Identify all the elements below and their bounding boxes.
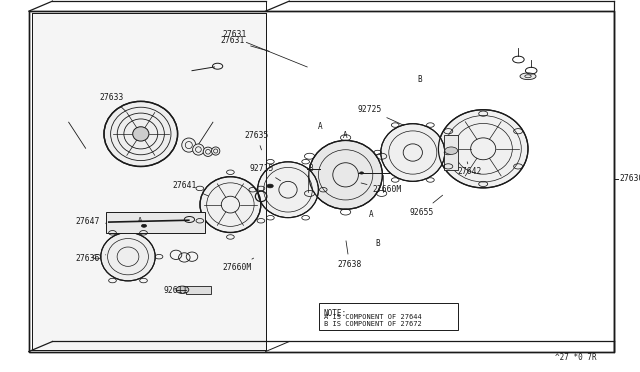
Bar [106,212,205,232]
Ellipse shape [309,140,383,209]
Bar [32,13,266,350]
Circle shape [141,224,147,227]
Text: B IS COMPONENT OF 27672: B IS COMPONENT OF 27672 [324,321,422,327]
Text: 27638: 27638 [337,241,362,269]
Text: A: A [343,131,348,140]
Text: B: B [375,239,380,248]
Ellipse shape [101,232,155,281]
Text: 27636: 27636 [76,254,106,263]
Ellipse shape [520,73,536,80]
Text: A IS COMPONENT OF 27644: A IS COMPONENT OF 27644 [324,314,422,320]
Bar [319,303,458,330]
Text: 92725: 92725 [357,105,404,125]
Bar [186,286,211,294]
Text: A: A [369,210,374,219]
Ellipse shape [104,101,178,166]
Ellipse shape [132,127,149,141]
Ellipse shape [438,110,528,188]
Text: 27635: 27635 [244,131,269,150]
Text: B: B [308,164,313,173]
Bar [444,135,458,170]
Text: A: A [138,217,142,223]
Ellipse shape [204,147,212,156]
Text: 27630: 27630 [620,174,640,183]
Text: NOTE:: NOTE: [324,309,347,318]
Ellipse shape [211,147,220,155]
Text: B: B [417,76,422,84]
Circle shape [445,147,458,154]
Text: 27641: 27641 [173,182,209,196]
Text: 27660M: 27660M [223,258,253,272]
Text: 92655: 92655 [410,195,443,217]
Bar [32,13,266,350]
Ellipse shape [381,124,445,182]
Ellipse shape [200,177,261,232]
Text: 27631: 27631 [223,30,247,39]
Circle shape [360,172,364,174]
Text: 27631: 27631 [221,36,269,51]
Text: 27633: 27633 [99,93,126,112]
Text: 92611: 92611 [163,286,188,295]
Text: ^27 *0 7R: ^27 *0 7R [555,353,597,362]
Text: A: A [317,122,323,131]
Text: 27660M: 27660M [361,183,402,194]
Text: 27647: 27647 [76,217,106,226]
Ellipse shape [182,138,196,152]
Circle shape [267,184,273,188]
Text: 92715: 92715 [250,164,280,181]
Ellipse shape [258,162,319,218]
Ellipse shape [193,144,204,155]
Text: 27642: 27642 [458,162,482,176]
Circle shape [176,286,189,294]
